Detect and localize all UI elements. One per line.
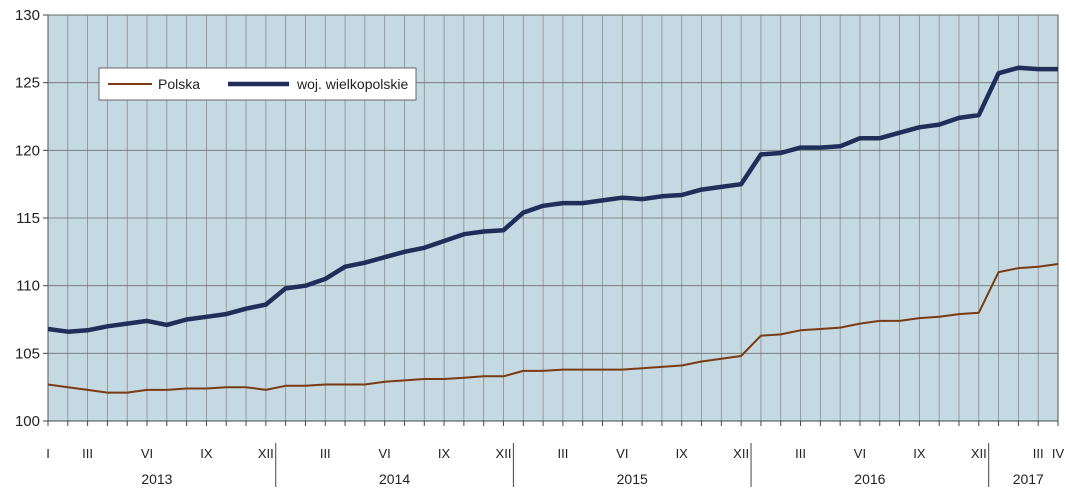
- y-tick-label: 100: [15, 413, 40, 430]
- year-label: 2015: [617, 471, 648, 487]
- x-tick-label: IV: [1052, 446, 1065, 461]
- x-tick-label: XII: [733, 446, 749, 461]
- year-label: 2017: [1013, 471, 1044, 487]
- x-tick-label: IX: [676, 446, 689, 461]
- x-tick-label: VI: [141, 446, 153, 461]
- legend: Polska woj. wielkopolskie: [98, 67, 417, 101]
- x-tick-label: IX: [438, 446, 451, 461]
- x-tick-label: IX: [200, 446, 213, 461]
- series-line-polska: [47, 263, 1059, 394]
- series-lines: [47, 65, 1059, 394]
- y-tick-label: 120: [15, 142, 40, 159]
- x-tick-label: III: [320, 446, 331, 461]
- y-tick-label: 125: [15, 75, 40, 92]
- x-tick-label: XII: [971, 446, 987, 461]
- legend-label: woj. wielkopolskie: [296, 76, 408, 92]
- x-tick-label: IX: [913, 446, 926, 461]
- x-tick-label: VI: [379, 446, 391, 461]
- legend-label: Polska: [158, 76, 200, 92]
- year-label: 2016: [854, 471, 885, 487]
- x-tick-label: VI: [616, 446, 628, 461]
- year-label: 2014: [379, 471, 410, 487]
- x-tick-label: III: [557, 446, 568, 461]
- x-tick-label: III: [795, 446, 806, 461]
- x-axis: I III VI IX XII III VI IX XII III VI IX XII III VI IX XI…: [46, 420, 1065, 487]
- x-tick-label: I: [46, 446, 50, 461]
- x-tick-label: III: [82, 446, 93, 461]
- y-tick-label: 130: [15, 7, 40, 24]
- series-line-wielkopolskie: [47, 65, 1058, 334]
- x-tick-label: VI: [854, 446, 866, 461]
- y-tick-label: 115: [16, 210, 40, 227]
- year-label: 2013: [141, 471, 172, 487]
- y-tick-label: 105: [15, 345, 40, 362]
- x-tick-label: XII: [258, 446, 274, 461]
- y-tick-label: 110: [16, 278, 40, 295]
- x-tick-label: III: [1033, 446, 1044, 461]
- y-axis: 100 105 110 115 120 125 130: [15, 7, 48, 430]
- x-tick-label: XII: [496, 446, 512, 461]
